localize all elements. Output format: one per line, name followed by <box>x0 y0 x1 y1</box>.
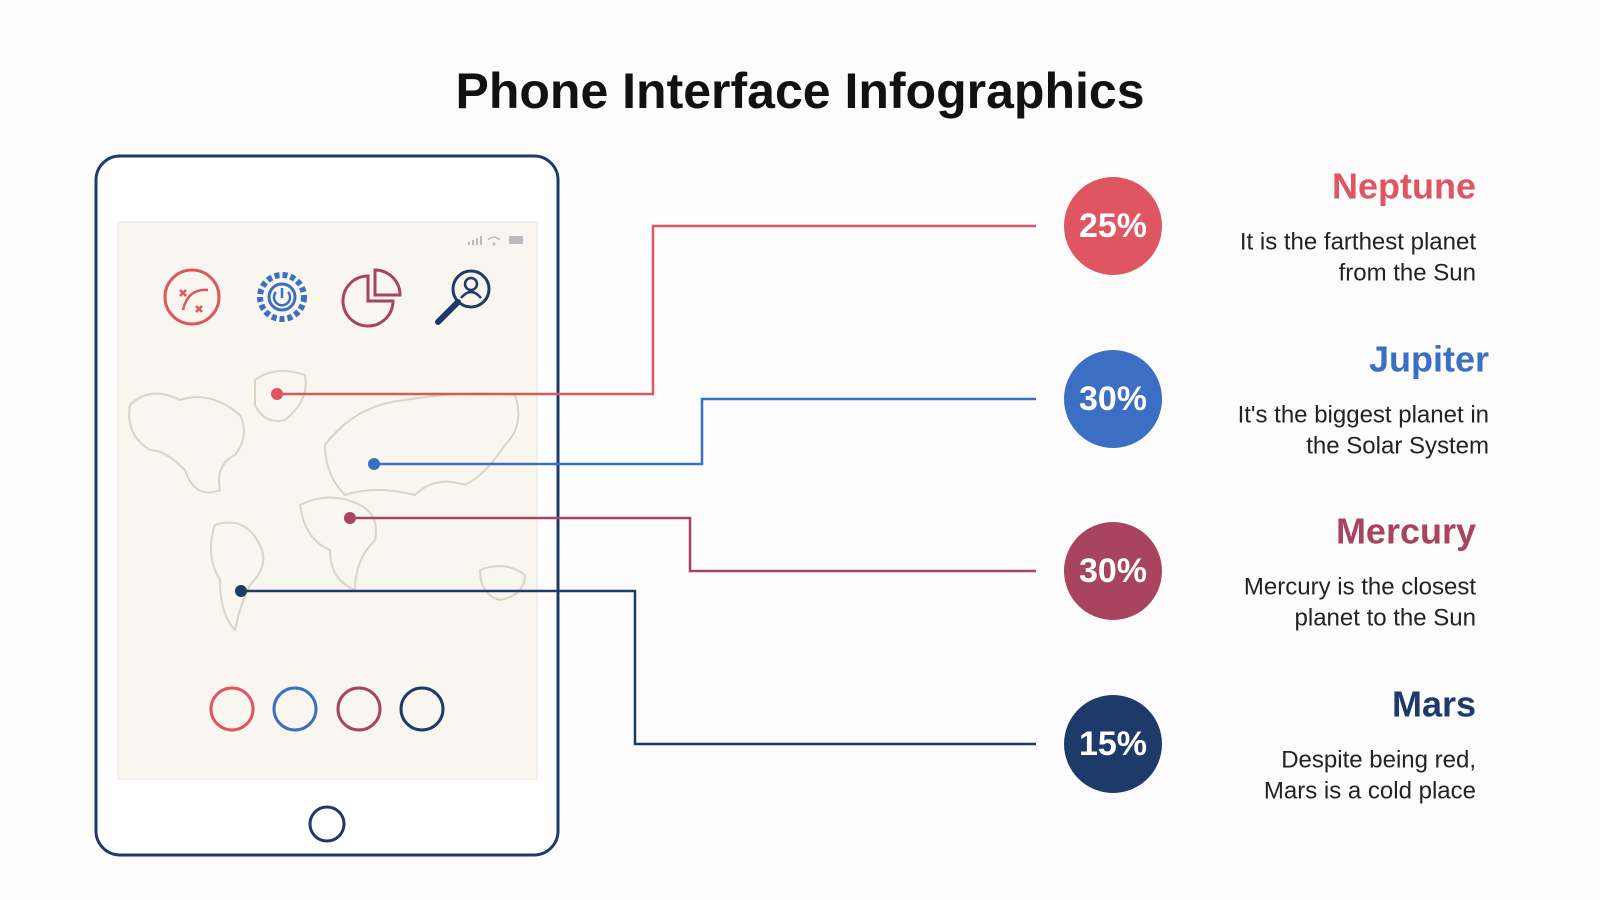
item-description: planet to the Sun <box>1295 604 1476 631</box>
map-dot <box>271 388 283 400</box>
item-description: from the Sun <box>1339 259 1476 286</box>
percent-label: 15% <box>1079 725 1147 763</box>
home-button <box>308 805 346 843</box>
status-bar <box>468 236 523 246</box>
screen-ring <box>336 686 382 732</box>
item-name: Mercury <box>1336 511 1476 552</box>
screen-icons <box>163 268 491 328</box>
percent-circle <box>1064 177 1162 275</box>
item-description: the Solar System <box>1306 432 1489 459</box>
connector-line <box>374 397 1036 466</box>
percent-label: 25% <box>1079 207 1147 245</box>
item-description: It's the biggest planet in <box>1238 401 1489 428</box>
percent-label: 30% <box>1079 552 1147 590</box>
screen-ring <box>399 686 445 732</box>
world-map <box>128 370 527 633</box>
map-dot <box>344 512 356 524</box>
screen-ring <box>209 686 255 732</box>
phone-screen <box>117 221 538 780</box>
connector-line <box>241 589 1036 746</box>
percent-circle <box>1064 350 1162 448</box>
connector-line <box>350 516 1036 573</box>
percent-label: 30% <box>1079 380 1147 418</box>
map-dot <box>235 585 247 597</box>
screen-ring <box>272 686 318 732</box>
connector-line <box>277 224 1036 396</box>
map-dot <box>368 458 380 470</box>
item-description: Despite being red, <box>1281 746 1476 773</box>
percent-circle <box>1064 522 1162 620</box>
item-name: Neptune <box>1332 166 1476 207</box>
item-description: Mars is a cold place <box>1264 777 1476 804</box>
item-description: It is the farthest planet <box>1240 228 1476 255</box>
item-name: Mars <box>1392 684 1476 725</box>
percent-circle <box>1064 695 1162 793</box>
title: Phone Interface Infographics <box>455 63 1144 119</box>
item-name: Jupiter <box>1369 339 1489 380</box>
item-description: Mercury is the closest <box>1244 573 1476 600</box>
